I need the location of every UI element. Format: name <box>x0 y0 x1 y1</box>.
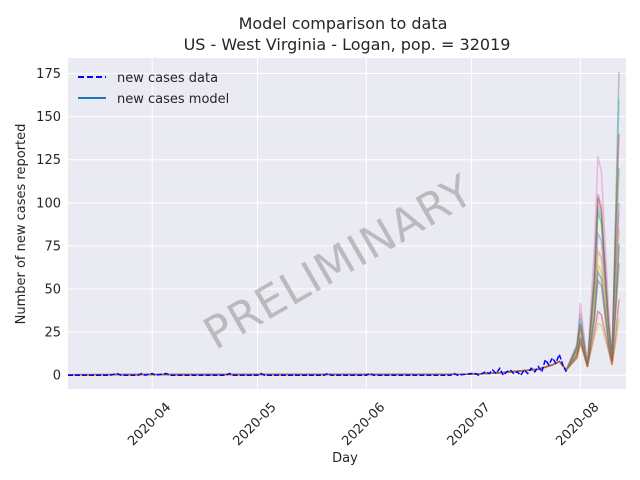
legend-data-label: new cases data <box>117 71 218 86</box>
model-run-line <box>67 133 620 376</box>
model-run-line <box>67 244 620 376</box>
grid <box>68 58 626 389</box>
model-run-line <box>67 168 620 376</box>
model-run-line <box>67 99 620 376</box>
y-tick-label: 125 <box>36 153 61 168</box>
model-run-line <box>67 228 620 376</box>
model-run-line <box>67 202 620 376</box>
model-run-line <box>67 71 620 376</box>
x-axis-label: Day <box>332 451 358 466</box>
data-line <box>68 352 567 377</box>
y-tick-label: 150 <box>36 110 61 125</box>
chart-title-line1: Model comparison to data <box>239 14 448 33</box>
y-tick-label: 50 <box>44 283 61 298</box>
new-cases-data-line <box>68 352 567 377</box>
y-tick-label: 100 <box>36 196 61 211</box>
plot-area <box>68 58 626 389</box>
y-tick-label: 75 <box>44 239 61 254</box>
model-run-line <box>67 263 620 376</box>
y-axis-label: Number of new cases reported <box>14 124 29 325</box>
y-tick-label: 175 <box>36 67 61 82</box>
y-tick-label: 25 <box>44 326 61 341</box>
chart-title-line2: US - West Virginia - Logan, pop. = 32019 <box>184 35 511 54</box>
model-run-line <box>67 299 620 376</box>
model-run-line <box>67 318 620 376</box>
model-run-line <box>67 245 620 376</box>
legend: new cases data new cases model <box>78 71 229 107</box>
y-ticks: 0 25 50 75 100 125 150 175 <box>36 67 61 384</box>
model-lines <box>67 71 620 376</box>
legend-model-label: new cases model <box>117 92 229 107</box>
y-tick-label: 0 <box>53 369 61 384</box>
model-run-line <box>67 156 620 376</box>
